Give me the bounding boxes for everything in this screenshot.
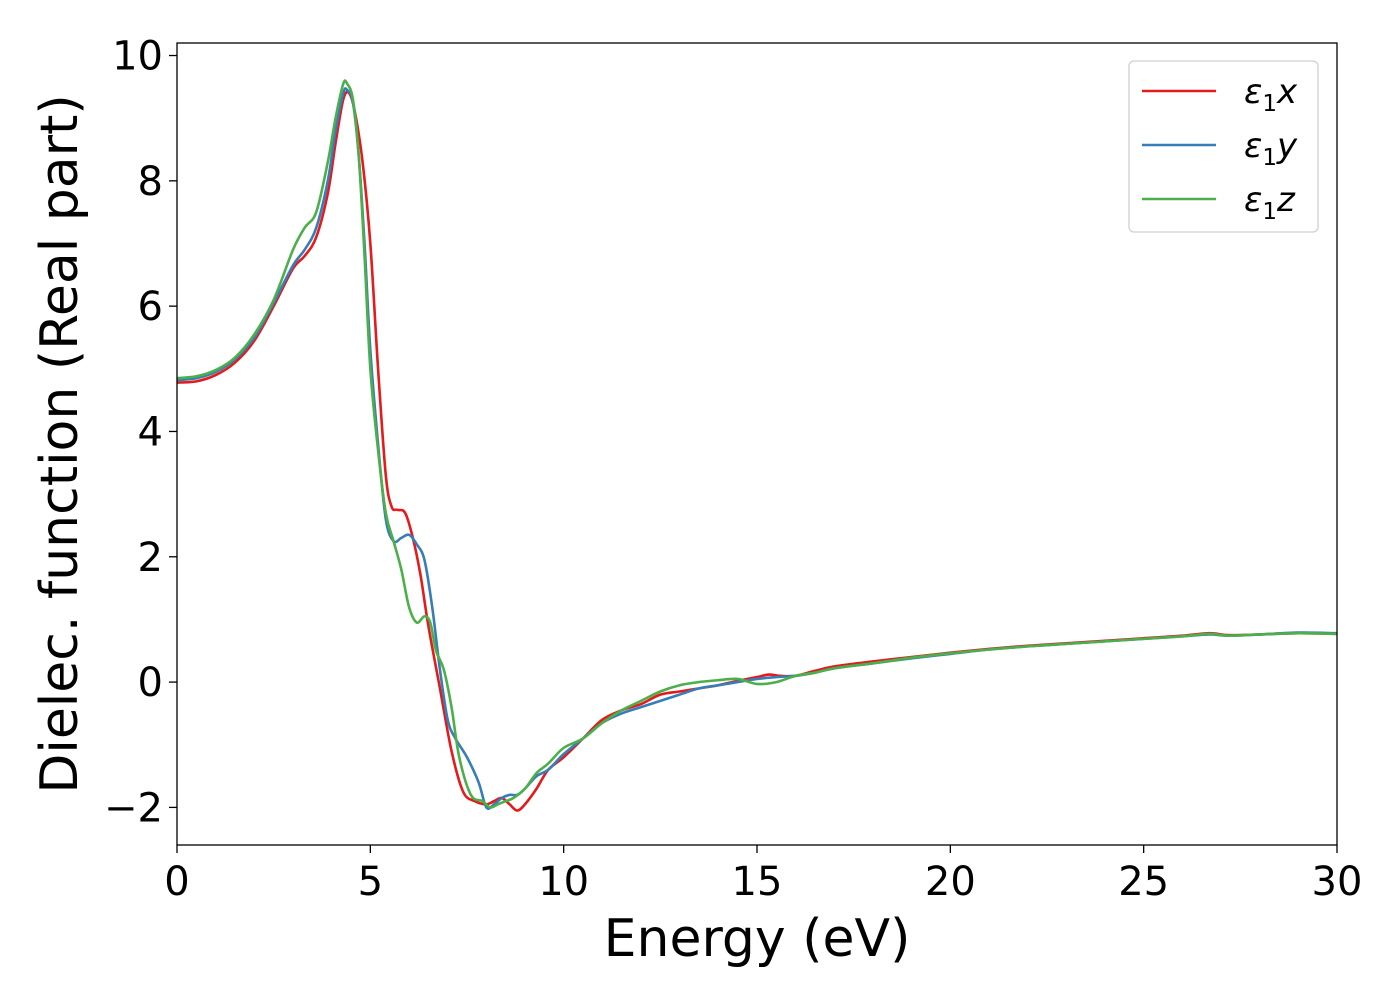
y-tick-label: 8 bbox=[138, 159, 163, 205]
x-tick-label: 0 bbox=[164, 859, 189, 905]
x-tick-label: 20 bbox=[925, 859, 976, 905]
y-axis-label: Dielec. function (Real part) bbox=[30, 94, 90, 793]
series-layer bbox=[177, 79, 1337, 812]
series-line-z bbox=[177, 79, 1337, 809]
legend-label-z: ε1z bbox=[1244, 180, 1296, 225]
y-tick-label: 6 bbox=[138, 284, 163, 330]
x-tick-label: 25 bbox=[1118, 859, 1169, 905]
x-tick-label: 15 bbox=[732, 859, 783, 905]
x-tick-label: 5 bbox=[358, 859, 383, 905]
x-tick-label: 30 bbox=[1312, 859, 1363, 905]
y-tick-label: 10 bbox=[112, 34, 163, 80]
y-tick-label: 0 bbox=[138, 660, 163, 706]
y-tick-label: −2 bbox=[104, 785, 163, 831]
legend-box bbox=[1128, 60, 1319, 233]
legend-label-y: ε1y bbox=[1244, 126, 1298, 171]
y-tick-label: 4 bbox=[138, 409, 163, 455]
legend: ε1x ε1y ε1z bbox=[1128, 60, 1319, 233]
x-axis-label: Energy (eV) bbox=[604, 909, 911, 969]
x-tick-label: 10 bbox=[538, 859, 589, 905]
y-tick-label: 2 bbox=[138, 535, 163, 581]
legend-label-x: ε1x bbox=[1244, 72, 1298, 117]
